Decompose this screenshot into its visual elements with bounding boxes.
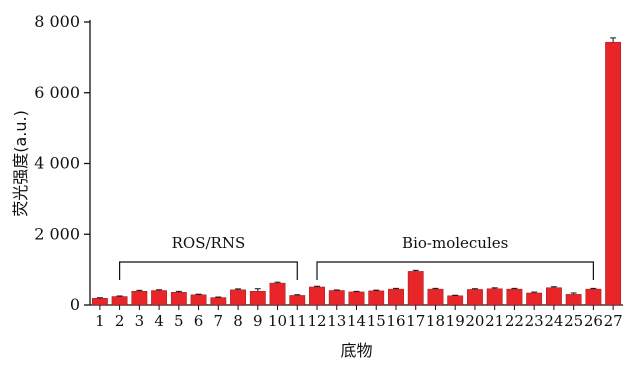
bar <box>546 287 562 306</box>
group-brackets: ROS/RNS Bio-molecules <box>119 234 594 280</box>
bars <box>91 37 622 306</box>
group-bracket <box>316 261 594 280</box>
x-tick-label: 1 <box>95 312 105 330</box>
x-tick-label: 2 <box>115 312 125 330</box>
bar <box>131 291 148 306</box>
x-tick-label: 6 <box>194 312 204 330</box>
y-tick-label: 6 000 <box>34 83 80 102</box>
y-tick-label: 0 <box>70 295 80 314</box>
group-label: ROS/RNS <box>172 234 246 252</box>
bar <box>249 291 266 306</box>
bar <box>170 292 187 306</box>
bar <box>269 282 286 306</box>
bar <box>388 288 404 306</box>
x-tick-label: 24 <box>544 312 563 330</box>
x-tick-label: 27 <box>604 312 623 330</box>
x-tick-label: 14 <box>347 312 366 330</box>
bar <box>427 288 444 306</box>
x-tick-label: 8 <box>233 312 243 330</box>
bar <box>486 288 503 306</box>
x-tick-label: 9 <box>253 312 263 330</box>
y-axis-title: 荧光强度(a.u.) <box>11 110 30 217</box>
x-tick-label: 11 <box>288 312 307 330</box>
x-tick-label: 19 <box>446 312 465 330</box>
x-axis: 1 2 3 4 5 6 7 8 9 10 11 12 13 14 15 16 17 18 19 20 21 22 23 24 2… <box>90 304 623 330</box>
x-tick-label: 10 <box>268 312 287 330</box>
bar <box>467 289 483 306</box>
bar <box>230 289 246 306</box>
bar <box>585 288 602 306</box>
bar <box>91 298 108 306</box>
x-tick-label: 16 <box>386 312 405 330</box>
x-tick-label: 3 <box>135 312 145 330</box>
x-tick-label: 5 <box>174 312 184 330</box>
bar <box>328 290 345 306</box>
y-tick-label: 2 000 <box>34 224 80 243</box>
bar <box>210 297 227 306</box>
bar <box>289 295 306 306</box>
x-tick-label: 22 <box>505 312 524 330</box>
x-tick-label: 17 <box>406 312 425 330</box>
x-tick-label: 7 <box>214 312 224 330</box>
bar <box>190 294 207 306</box>
x-tick-label: 4 <box>154 312 164 330</box>
bar <box>407 271 424 306</box>
x-tick-label: 23 <box>525 312 544 330</box>
group-label: Bio-molecules <box>402 234 508 252</box>
x-tick-label: 18 <box>426 312 445 330</box>
x-tick-label: 26 <box>584 312 603 330</box>
x-tick-label: 25 <box>564 312 583 330</box>
x-tick-label: 15 <box>367 312 386 330</box>
bar <box>605 41 622 306</box>
x-axis-title: 底物 <box>340 341 372 360</box>
x-tick-label: 12 <box>307 312 326 330</box>
bar <box>348 291 365 306</box>
bar <box>447 295 464 306</box>
y-axis: 0 2 000 4 000 6 000 8 000 <box>34 12 91 314</box>
bar <box>368 290 385 306</box>
x-tick-label: 20 <box>465 312 484 330</box>
bar <box>506 288 523 306</box>
bar <box>151 290 167 306</box>
bar <box>565 294 582 306</box>
y-tick-label: 4 000 <box>34 154 80 173</box>
y-tick-label: 8 000 <box>34 12 80 31</box>
group-bracket <box>119 261 298 280</box>
bar <box>111 296 128 306</box>
x-tick-label: 13 <box>327 312 346 330</box>
bar <box>309 286 325 306</box>
bar <box>526 292 543 306</box>
x-tick-label: 21 <box>485 312 504 330</box>
